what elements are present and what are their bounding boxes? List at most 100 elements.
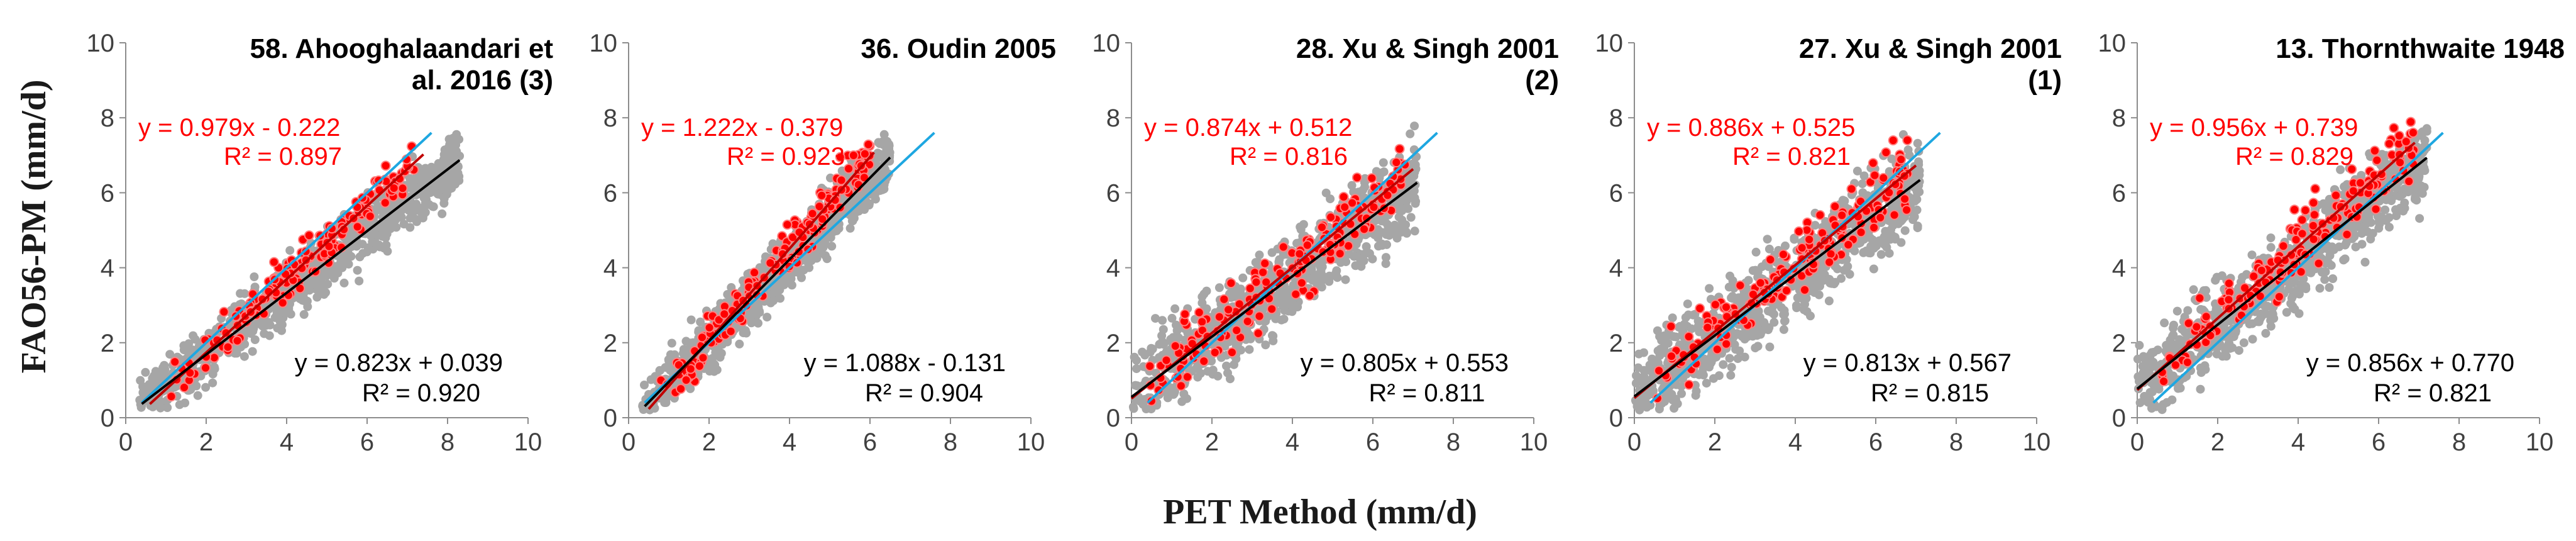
gray-point — [1753, 342, 1763, 351]
gray-point — [1751, 247, 1761, 257]
gray-point — [433, 189, 443, 199]
gray-point — [249, 324, 258, 333]
x-tick-label: 2 — [199, 428, 213, 456]
gray-point — [1728, 276, 1737, 286]
gray-point — [1866, 233, 1875, 243]
red-point — [1253, 328, 1263, 338]
gray-point — [1377, 239, 1386, 248]
x-tick-label: 4 — [783, 428, 796, 456]
red-point — [1802, 225, 1812, 235]
red-point — [1846, 184, 1857, 194]
gray-point — [163, 403, 172, 412]
gray-point — [1766, 308, 1776, 317]
red-point — [1721, 302, 1731, 313]
gray-point — [1683, 299, 1692, 309]
gray-point — [442, 189, 451, 199]
panel-title: al. 2016 (3) — [412, 65, 553, 96]
x-tick-label: 10 — [2023, 428, 2051, 456]
gray-point — [1151, 314, 1160, 323]
red-point — [1226, 278, 1236, 289]
y-tick-label: 4 — [101, 255, 114, 282]
gray-point — [1245, 345, 1254, 354]
gray-point — [1810, 221, 1820, 230]
red-point — [681, 375, 691, 386]
red-point — [1881, 147, 1891, 158]
gray-point — [1905, 150, 1914, 160]
gray-point — [1634, 363, 1643, 372]
gray-point — [439, 199, 449, 208]
red-point — [1175, 381, 1186, 391]
black-trendline — [644, 156, 891, 408]
red-point — [1683, 332, 1694, 342]
gray-point — [1324, 271, 1334, 281]
gray-point — [696, 317, 705, 326]
gray-point — [1915, 166, 1924, 176]
red-point — [1683, 379, 1694, 390]
red-point — [1267, 304, 1277, 315]
panel-title: 27. Xu & Singh 2001 — [1799, 33, 2062, 64]
panel-title: (1) — [2028, 65, 2062, 96]
x-tick-label: 6 — [2372, 428, 2386, 456]
gray-point — [1401, 204, 1411, 213]
red-point — [1223, 304, 1234, 315]
gray-point — [1389, 228, 1398, 238]
red-point — [698, 352, 708, 363]
red-point — [1242, 316, 1253, 326]
gray-point — [438, 183, 448, 192]
red-point — [1338, 192, 1349, 202]
gray-point — [822, 254, 832, 264]
gray-point — [1753, 310, 1761, 319]
gray-point — [420, 169, 429, 177]
gray-point — [1404, 177, 1414, 187]
red-point — [782, 220, 793, 230]
gray-point — [1296, 222, 1305, 231]
y-tick-label: 8 — [1106, 104, 1120, 132]
gray-point — [1859, 171, 1869, 181]
gray-point — [1223, 368, 1232, 377]
panel-title: (2) — [1525, 65, 1559, 96]
red-point — [179, 382, 190, 393]
gray-point — [1913, 223, 1922, 233]
red-point — [1843, 240, 1854, 250]
x-tick-label: 2 — [1708, 428, 1722, 456]
gray-point — [1837, 274, 1846, 283]
red-fit-r2: R² = 0.816 — [1230, 143, 1348, 170]
red-point — [1869, 222, 1880, 233]
gray-point — [754, 318, 762, 328]
gray-point — [1781, 241, 1790, 250]
red-point — [859, 148, 870, 159]
red-point — [304, 230, 314, 241]
red-point — [1710, 299, 1720, 310]
gray-point — [1849, 219, 1858, 228]
gray-point — [1885, 248, 1894, 258]
red-point — [685, 364, 696, 374]
red-point — [201, 362, 211, 373]
gray-point — [1129, 404, 1138, 413]
gray-point — [381, 233, 390, 242]
gray-point — [1698, 359, 1708, 369]
gray-point — [1733, 354, 1742, 364]
gray-point — [454, 176, 464, 186]
gray-point — [311, 278, 321, 287]
gray-point — [1410, 121, 1419, 131]
gray-point — [1182, 394, 1191, 403]
gray-point — [1207, 357, 1216, 365]
panel-title: 58. Ahooghalaandari et — [250, 33, 554, 64]
red-point — [1804, 234, 1815, 245]
gray-point — [1727, 362, 1736, 372]
gray-point — [210, 362, 219, 372]
red-point — [1251, 277, 1262, 287]
gray-point — [1341, 275, 1350, 284]
gray-point — [679, 345, 688, 354]
red-point — [814, 201, 825, 212]
red-point — [1278, 242, 1289, 252]
gray-point — [1167, 313, 1177, 323]
gray-point — [1825, 275, 1834, 284]
x-tick-label: 10 — [1017, 428, 1045, 456]
gray-point — [876, 150, 884, 159]
gray-point — [1877, 235, 1886, 245]
gray-point — [1368, 254, 1377, 264]
red-fit-r2: R² = 0.821 — [1732, 143, 1851, 170]
gray-point — [2189, 285, 2198, 294]
x-tick-label: 2 — [2211, 428, 2225, 456]
